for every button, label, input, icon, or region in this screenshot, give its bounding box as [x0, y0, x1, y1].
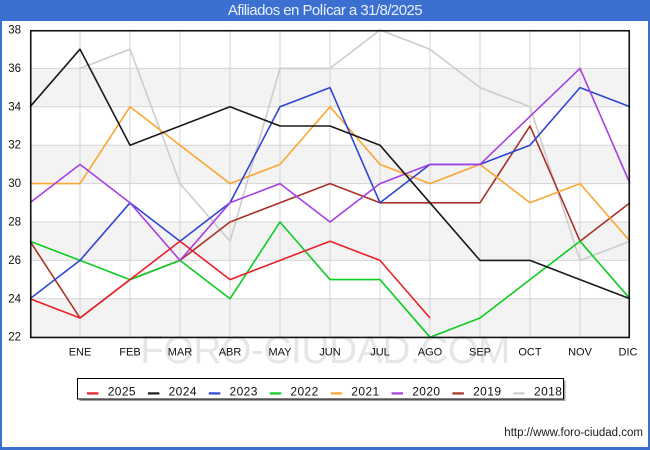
svg-text:22: 22: [8, 332, 21, 344]
svg-text:MAR: MAR: [168, 347, 193, 359]
svg-text:JUL: JUL: [370, 347, 390, 359]
svg-text:ABR: ABR: [219, 347, 242, 359]
svg-text:2021: 2021: [351, 385, 379, 399]
svg-text:2025: 2025: [108, 385, 136, 399]
svg-text:OCT: OCT: [518, 347, 542, 359]
svg-text:FEB: FEB: [119, 347, 140, 359]
svg-text:2022: 2022: [290, 385, 318, 399]
svg-text:32: 32: [8, 140, 21, 152]
svg-text:36: 36: [8, 63, 21, 75]
svg-text:24: 24: [8, 293, 21, 305]
svg-text:2023: 2023: [230, 385, 258, 399]
svg-text:AGO: AGO: [418, 347, 443, 359]
svg-text:ENE: ENE: [69, 347, 92, 359]
svg-text:30: 30: [8, 178, 21, 190]
svg-text:26: 26: [8, 255, 21, 267]
svg-text:JUN: JUN: [319, 347, 340, 359]
svg-text:NOV: NOV: [568, 347, 593, 359]
svg-text:MAY: MAY: [268, 347, 292, 359]
svg-text:FORO-CIUDAD.COM: FORO-CIUDAD.COM: [140, 329, 509, 372]
svg-text:2024: 2024: [169, 385, 197, 399]
svg-text:28: 28: [8, 217, 21, 229]
svg-text:38: 38: [8, 25, 21, 37]
svg-text:2018: 2018: [534, 385, 562, 399]
svg-text:SEP: SEP: [469, 347, 491, 359]
svg-text:2020: 2020: [412, 385, 440, 399]
svg-text:DIC: DIC: [619, 347, 638, 359]
svg-text:34: 34: [8, 101, 21, 113]
svg-text:2019: 2019: [473, 385, 501, 399]
